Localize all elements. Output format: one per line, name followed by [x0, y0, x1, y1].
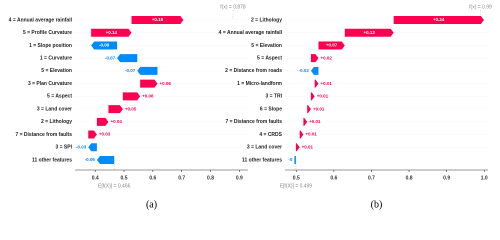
value-label: +0.01 [320, 81, 332, 86]
value-label: -0.03 [76, 144, 87, 149]
x-tick-label: 0.8 [406, 175, 413, 181]
x-tick-label: 0.9 [236, 175, 243, 181]
value-label: -0.02 [299, 68, 310, 73]
shap-bar [137, 66, 158, 75]
shap-bar [88, 130, 97, 139]
fx-label: f(x) = 0.878 [220, 4, 246, 10]
value-label: +0.06 [159, 81, 171, 86]
shap-bar [96, 156, 115, 164]
caption: (a) [146, 199, 157, 210]
shap-bar [314, 79, 319, 88]
feature-label: 4 = Annual average rainfall [9, 17, 73, 23]
fx-label: f(x) = 0.99 [469, 4, 492, 10]
value-label: +0.14 [106, 30, 118, 35]
shap-bar [140, 79, 158, 88]
value-label: +0.01 [309, 119, 321, 124]
value-label: +0.01 [313, 106, 325, 111]
feature-label: 5 = Aspect [257, 56, 282, 62]
feature-label: 5 = Aspect [47, 94, 72, 100]
value-label: +0.01 [305, 132, 317, 137]
feature-label: 3 = Land cover [247, 145, 282, 151]
value-label: +0.13 [364, 30, 376, 35]
feature-label: 1 = Micro-landform [237, 81, 282, 87]
shap-bar [393, 16, 484, 24]
feature-label: 5 = Elevation [41, 68, 72, 74]
x-tick-label: 0.8 [207, 175, 214, 181]
x-tick-label: 0.6 [330, 175, 337, 181]
feature-label: 7 = Distance from faults [225, 119, 282, 125]
shap-bar [96, 117, 109, 126]
x-tick-label: 0.5 [121, 175, 128, 181]
shap-bar [318, 41, 345, 50]
x-tick-label: 0.6 [149, 175, 156, 181]
value-label: +0.06 [142, 94, 154, 99]
shap-bar [88, 143, 97, 152]
value-label: +0.24 [433, 17, 445, 22]
value-label: +0.02 [320, 55, 332, 60]
value-label: -0.07 [105, 55, 116, 60]
feature-label: 4 = Annual average rainfall [219, 30, 283, 36]
feature-label: 7 = Distance from faults [15, 132, 72, 138]
feature-label: 3 = SPI [55, 145, 72, 151]
value-label: -0 [288, 157, 292, 162]
feature-label: 2 = Lithology [251, 17, 282, 23]
chart: 0.4 0.5 0.6 0.7 0.8 0.9 E[f(X)] = 0.466 f(x) = … [9, 4, 492, 210]
shap-bar [108, 105, 123, 114]
shap-bar [307, 105, 311, 114]
shap-bar [295, 143, 300, 152]
x-tick-label: 0.7 [368, 175, 375, 181]
x-tick-label: 0.9 [443, 175, 450, 181]
x-tick-label: 0.7 [178, 175, 185, 181]
feature-label: 5 = Profile Curvature [23, 30, 72, 36]
value-label: +0.07 [326, 43, 338, 48]
shap-bar [131, 16, 184, 24]
shap-bar [117, 54, 138, 63]
shap-bar [310, 92, 315, 101]
x-tick-label: 0.4 [92, 175, 99, 181]
feature-label: 4 = CRDS [259, 132, 282, 138]
waterfall-chart: 0.5 0.6 0.7 0.8 0.9 1.0 E[f(X)] = 0.499 f(x) = … [219, 4, 492, 210]
value-label: +0.01 [317, 94, 329, 99]
shap-bar [344, 28, 394, 37]
value-label: -0.09 [99, 43, 110, 48]
x-tick-label: 1.0 [481, 175, 488, 181]
feature-label: 2 = Lithology [41, 119, 72, 125]
shap-bar [310, 54, 319, 63]
shap-bar [299, 130, 304, 139]
value-label: +0.03 [99, 132, 111, 137]
feature-label: 11 other features [242, 157, 282, 163]
shap-bar [91, 28, 132, 37]
shap-bar [310, 66, 319, 75]
feature-label: 2 = Distance from roads [225, 68, 282, 74]
waterfall-chart: 0.4 0.5 0.6 0.7 0.8 0.9 E[f(X)] = 0.466 f(x) = … [9, 4, 248, 210]
feature-label: 11 other features [32, 157, 72, 163]
value-label: -0.07 [125, 68, 136, 73]
feature-label: 1 = Curvature [40, 56, 72, 62]
value-label: +0.18 [152, 17, 164, 22]
shap-bar [91, 41, 118, 50]
base-label: E[f(X)] = 0.499 [280, 183, 313, 189]
base-label: E[f(X)] = 0.466 [98, 183, 131, 189]
value-label: +0.01 [302, 144, 314, 149]
feature-label: 3 = Plan Curvature [28, 81, 72, 87]
x-tick-label: 0.5 [293, 175, 300, 181]
feature-label: 1 = Slope position [29, 43, 72, 49]
value-label: +0.04 [110, 119, 122, 124]
feature-label: 3 = TRI [265, 94, 282, 100]
value-label: +0.05 [125, 106, 137, 111]
caption: (b) [371, 199, 383, 210]
shap-bar [294, 156, 296, 164]
shap-bar [303, 117, 308, 126]
feature-label: 6 = Slope [260, 106, 282, 112]
value-label: -0.06 [85, 157, 96, 162]
feature-label: 5 = Elevation [251, 43, 282, 49]
shap-bar [122, 92, 141, 101]
feature-label: 3 = Land cover [37, 106, 72, 112]
